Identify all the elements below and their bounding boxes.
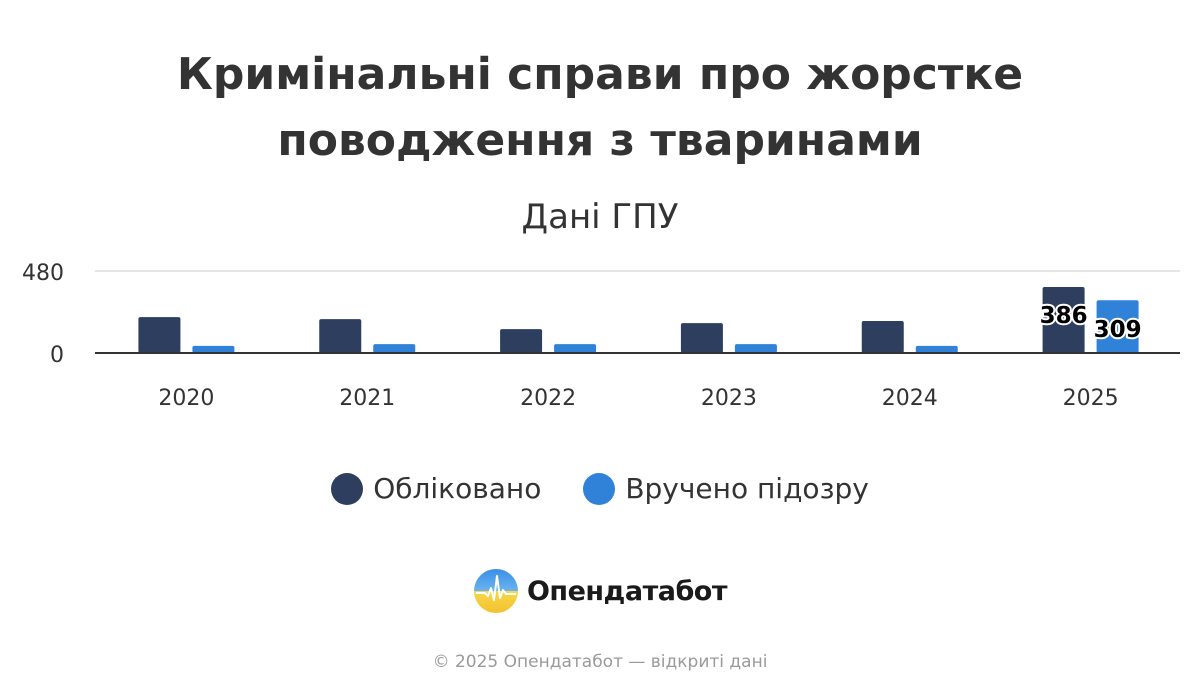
x-tick-label-2023: 2023 (701, 386, 757, 411)
footer-copyright: © 2025 Опендатабот — відкриті дані (432, 652, 768, 672)
x-tick-label-2020: 2020 (158, 386, 214, 411)
x-tick-label-2022: 2022 (520, 386, 576, 411)
bar-suspicion-2025 (1096, 300, 1139, 353)
legend-item-suspicion[interactable]: Вручено підозру (583, 472, 869, 505)
x-tick-label-2025: 2025 (1063, 386, 1119, 411)
opendatabot-logo-icon (473, 569, 518, 613)
bar-registered-2024 (861, 321, 904, 353)
brand-name: Опендатабот (526, 575, 728, 607)
legend-swatch-suspicion (583, 472, 616, 505)
bar-registered-2021 (319, 319, 362, 353)
data-label-registered-2025: 386 (1040, 303, 1088, 329)
legend-label-suspicion: Вручено підозру (625, 472, 869, 505)
bar-registered-2020 (138, 317, 181, 353)
bar-suspicion-2020 (192, 345, 235, 353)
bar-registered-2023 (680, 323, 723, 353)
legend-swatch-registered (331, 472, 364, 505)
bar-registered-2025 (1042, 287, 1085, 353)
data-label-suspicion-2025: 309 (1094, 317, 1142, 343)
bar-suspicion-2021 (373, 344, 416, 353)
chart-title-line-1: Кримінальні справи про жорстке (176, 49, 1024, 100)
y-tick-label: 480 (22, 261, 64, 286)
bar-suspicion-2022 (554, 344, 597, 353)
chart-title-line-2: поводження з тваринами (277, 115, 923, 166)
y-tick-label: 0 (50, 343, 64, 368)
bar-registered-2022 (500, 329, 543, 353)
chart-subtitle: Дані ГПУ (521, 197, 679, 237)
legend-item-registered[interactable]: Обліковано (331, 472, 541, 505)
bar-suspicion-2023 (734, 344, 777, 353)
chart-title: Кримінальні справи про жорстке поводженн… (0, 42, 1200, 174)
legend-label-registered: Обліковано (373, 472, 542, 505)
bar-suspicion-2024 (915, 345, 958, 353)
x-tick-label-2021: 2021 (339, 386, 395, 411)
x-tick-label-2024: 2024 (882, 386, 938, 411)
brand: Опендатабот (0, 568, 1200, 614)
legend: Обліковано Вручено підозру (0, 472, 1200, 505)
